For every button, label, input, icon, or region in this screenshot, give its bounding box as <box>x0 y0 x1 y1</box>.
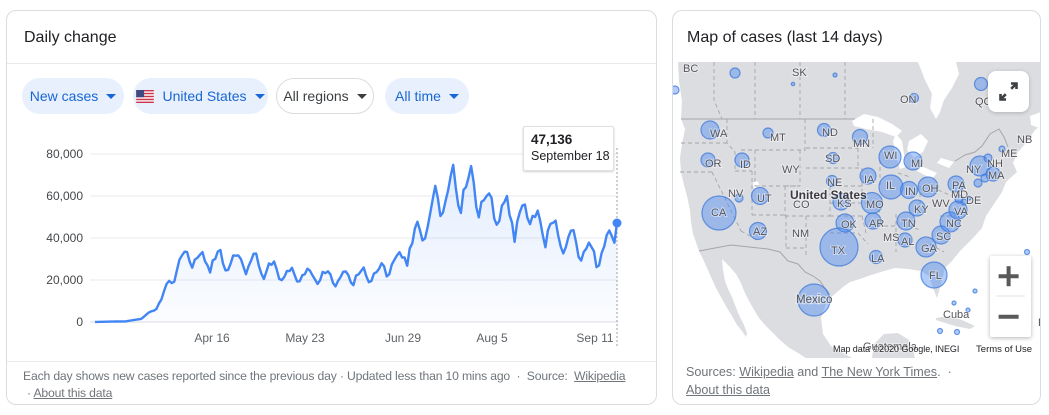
svg-text:AL: AL <box>901 236 914 248</box>
svg-text:VA: VA <box>954 206 969 218</box>
svg-text:GA: GA <box>921 243 938 255</box>
svg-text:Jun 29: Jun 29 <box>385 331 421 345</box>
svg-text:OR: OR <box>705 158 722 170</box>
svg-text:ND: ND <box>822 127 838 139</box>
svg-text:IN: IN <box>905 186 916 198</box>
svg-text:20,000: 20,000 <box>46 273 83 287</box>
svg-text:MD: MD <box>951 189 968 201</box>
svg-text:NB: NB <box>1017 134 1032 146</box>
svg-text:0: 0 <box>76 315 83 329</box>
svg-text:LA: LA <box>871 253 885 265</box>
svg-text:OK: OK <box>841 219 858 231</box>
svg-text:SD: SD <box>825 153 840 165</box>
svg-text:ON: ON <box>900 94 917 106</box>
svg-text:ID: ID <box>740 159 751 171</box>
svg-text:TN: TN <box>901 218 916 230</box>
svg-text:TX: TX <box>831 245 846 257</box>
svg-text:AZ: AZ <box>753 226 767 238</box>
svg-text:Sep 11: Sep 11 <box>576 331 613 345</box>
svg-text:Apr 16: Apr 16 <box>194 331 230 345</box>
svg-text:UT: UT <box>757 193 772 205</box>
svg-text:WA: WA <box>710 128 728 140</box>
svg-text:Guatemala: Guatemala <box>863 341 918 353</box>
svg-text:IA: IA <box>864 174 875 186</box>
svg-text:MT: MT <box>770 132 786 144</box>
svg-text:CA: CA <box>711 207 727 219</box>
svg-text:80,000: 80,000 <box>46 147 83 161</box>
svg-text:60,000: 60,000 <box>46 189 83 203</box>
svg-text:KS: KS <box>837 198 852 210</box>
svg-text:WY: WY <box>782 164 800 176</box>
svg-text:CO: CO <box>793 199 810 211</box>
svg-text:MO: MO <box>866 199 884 211</box>
svg-text:KY: KY <box>914 204 929 216</box>
svg-text:SK: SK <box>792 67 807 79</box>
svg-text:Ric: Ric <box>1038 317 1040 329</box>
svg-text:MN: MN <box>853 138 870 150</box>
svg-text:United States: United States <box>790 188 867 202</box>
svg-text:QC: QC <box>975 96 992 108</box>
svg-text:NV: NV <box>728 188 744 200</box>
svg-text:MS: MS <box>883 232 900 244</box>
svg-text:NH: NH <box>987 158 1003 170</box>
svg-text:40,000: 40,000 <box>46 231 83 245</box>
svg-text:May 23: May 23 <box>285 331 325 345</box>
svg-text:AR: AR <box>869 218 884 230</box>
svg-text:MA: MA <box>988 170 1005 182</box>
svg-text:NY: NY <box>966 164 982 176</box>
svg-text:OH: OH <box>922 183 939 195</box>
svg-text:NC: NC <box>946 218 962 230</box>
svg-text:PA: PA <box>952 180 967 192</box>
svg-text:NM: NM <box>792 228 809 240</box>
svg-text:WI: WI <box>884 150 897 162</box>
svg-text:Mexico: Mexico <box>796 294 832 306</box>
svg-text:IL: IL <box>886 180 895 192</box>
svg-text:DE: DE <box>966 195 981 207</box>
svg-text:ME: ME <box>1001 148 1018 160</box>
svg-text:Cuba: Cuba <box>943 309 970 321</box>
svg-text:MI: MI <box>911 158 923 170</box>
svg-text:BC: BC <box>683 63 698 75</box>
svg-text:NE: NE <box>827 177 842 189</box>
svg-text:SC: SC <box>936 231 951 243</box>
svg-text:FL: FL <box>929 270 942 282</box>
svg-text:WV: WV <box>932 198 950 210</box>
svg-text:Aug 5: Aug 5 <box>476 331 508 345</box>
